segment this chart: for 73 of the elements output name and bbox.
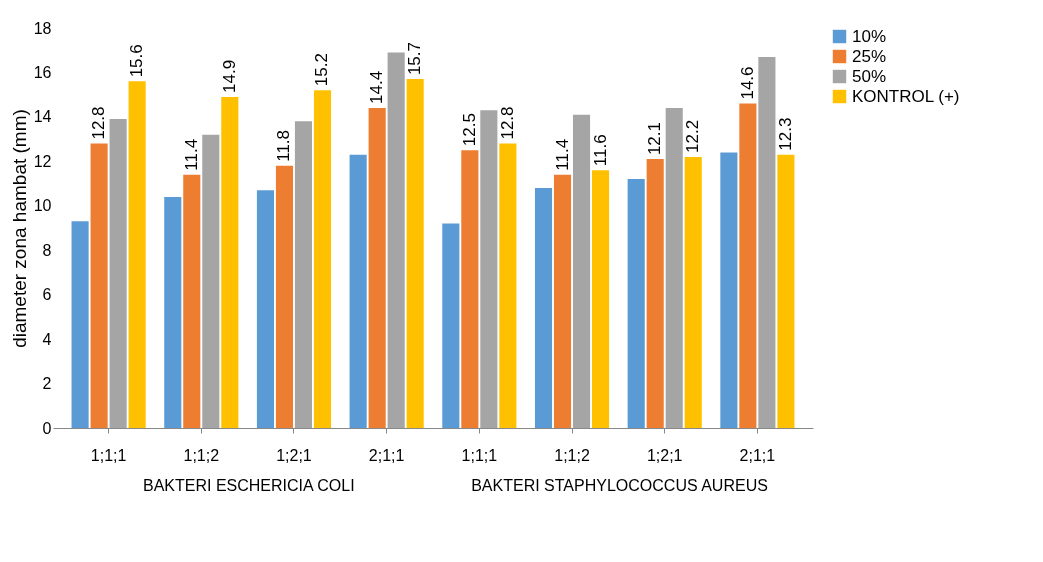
bar [349, 154, 367, 428]
bar [720, 152, 738, 428]
y-tick-label: 12 [33, 152, 52, 170]
y-axis-title: diameter zona hambat (mm) [8, 109, 30, 348]
bar [646, 159, 664, 428]
bar [553, 174, 572, 428]
x-tick-label: 2;1;1 [739, 446, 776, 464]
y-tick-label: 18 [33, 19, 52, 37]
bar [202, 134, 220, 428]
bar [461, 150, 479, 428]
y-tick-label: 8 [42, 241, 52, 259]
y-tick-label: 4 [42, 330, 52, 348]
data-label: 14.9 [219, 59, 239, 93]
data-label: 15.2 [312, 53, 332, 87]
data-label: 14.4 [367, 70, 387, 104]
bar [183, 174, 201, 428]
bar [591, 170, 610, 428]
text: BAKTERI ESCHERICIA COLI [142, 477, 355, 494]
bar [480, 110, 498, 428]
bar [387, 52, 405, 428]
data-label: 12.8 [89, 106, 109, 140]
bar [739, 103, 757, 428]
x-tick-label: 1;2;1 [276, 446, 312, 464]
bar [313, 90, 332, 428]
y-tick-label: 14 [33, 108, 52, 126]
data-label: 12.3 [775, 117, 795, 151]
data-label: 11.4 [181, 138, 201, 171]
bar [684, 156, 702, 428]
x-tick-label: 1;1;2 [554, 446, 590, 464]
bar [109, 119, 127, 428]
legend-label: KONTROL (+) [852, 86, 960, 106]
bar [294, 121, 313, 428]
data-label: 12.1 [645, 122, 665, 156]
data-label: 15.6 [127, 44, 147, 78]
data-label: 15.7 [405, 42, 425, 76]
bar [572, 114, 591, 428]
bar [758, 56, 776, 428]
data-label: 12.2 [683, 119, 703, 153]
bar [90, 143, 108, 428]
legend-label: 50% [852, 66, 887, 86]
bar [534, 188, 553, 428]
x-tick-label: 1;1;2 [183, 446, 220, 464]
data-label: 12.5 [459, 113, 479, 147]
data-label: 12.8 [497, 106, 517, 140]
bar [406, 79, 424, 428]
y-tick-label: 16 [33, 63, 52, 81]
bar [442, 223, 460, 428]
bar [164, 196, 182, 428]
x-tick-label: 1;2;1 [646, 446, 683, 464]
x-tick-label: 1;1;1 [461, 446, 498, 464]
data-label: 11.4 [552, 138, 572, 171]
legend-label: 25% [852, 46, 887, 66]
bar [256, 190, 275, 428]
bar [71, 221, 89, 428]
bar [665, 108, 683, 428]
bar [777, 154, 795, 428]
bar [368, 108, 386, 428]
bar [221, 96, 239, 428]
text: BAKTERI STAPHYLOCOCCUS AUREUS [471, 477, 768, 494]
x-tick-label: 1;1;1 [90, 446, 127, 464]
bar [128, 81, 146, 428]
y-tick-label: 2 [42, 375, 52, 393]
data-label: 14.6 [737, 66, 757, 100]
legend-label: 10% [852, 26, 887, 46]
data-label: 11.6 [590, 134, 610, 167]
bar [627, 179, 645, 428]
data-label: 11.8 [274, 129, 294, 162]
y-tick-label: 6 [42, 286, 52, 304]
bar [275, 165, 294, 428]
y-tick-label: 0 [42, 419, 52, 437]
bar [499, 143, 517, 428]
y-tick-label: 10 [33, 197, 52, 215]
x-tick-label: 2;1;1 [368, 446, 405, 464]
